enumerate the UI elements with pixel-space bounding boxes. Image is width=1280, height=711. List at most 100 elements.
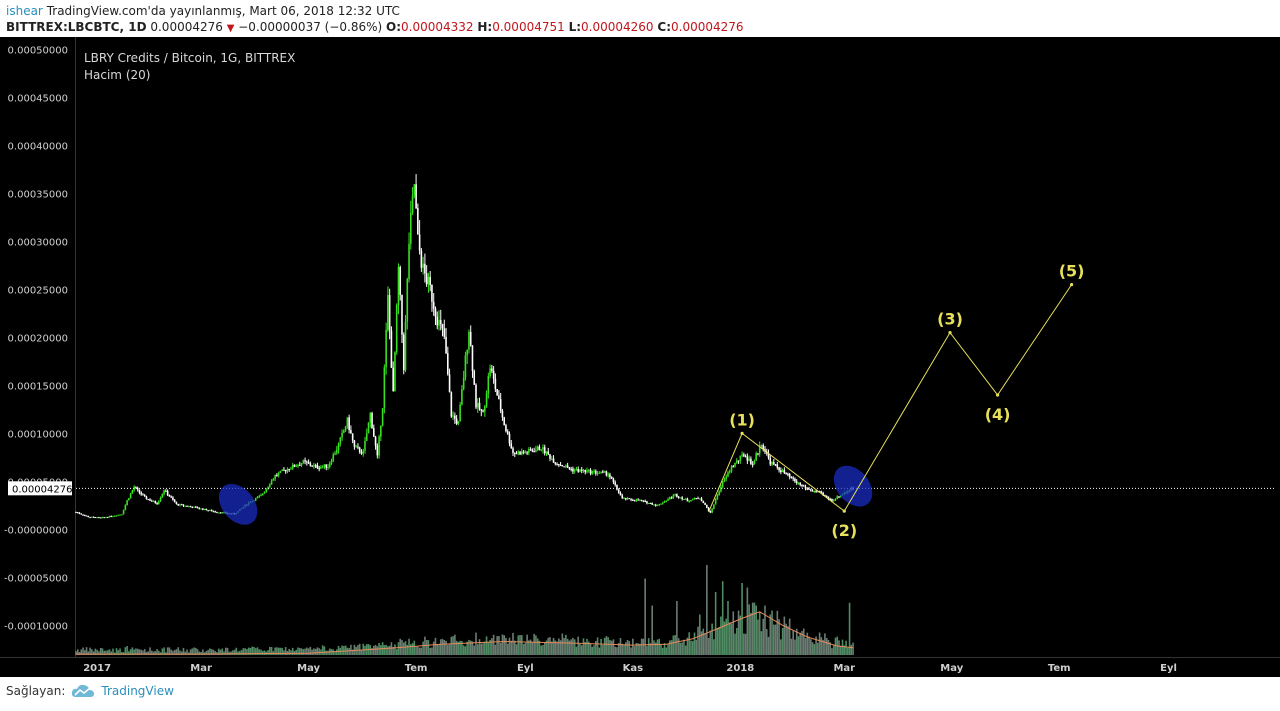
- volume-bar: [579, 643, 581, 655]
- volume-bar: [383, 645, 386, 655]
- volume-bar: [89, 647, 91, 655]
- candle-body: [279, 470, 282, 473]
- wave-point: [842, 509, 846, 513]
- candle-body: [293, 464, 296, 467]
- candle-body: [529, 449, 532, 451]
- volume-series: [75, 565, 854, 655]
- volume-bar: [92, 651, 95, 655]
- volume-bar: [810, 639, 812, 655]
- candle-body: [802, 485, 805, 487]
- volume-bar: [757, 619, 759, 655]
- candle-body: [135, 487, 137, 489]
- candle-body: [360, 452, 363, 454]
- volume-bar: [434, 637, 437, 655]
- candle-body: [277, 472, 280, 476]
- candle-body: [108, 516, 111, 518]
- wave-label: (3): [937, 310, 963, 329]
- volume-bar: [221, 648, 224, 655]
- volume-bar: [276, 647, 278, 655]
- volume-bar: [348, 647, 350, 655]
- volume-bar: [677, 638, 680, 655]
- volume-bar: [602, 644, 604, 655]
- volume-bar: [528, 640, 530, 655]
- candle-body: [744, 456, 747, 458]
- volume-bar: [235, 647, 238, 655]
- candle-body: [586, 470, 588, 473]
- volume-bar: [448, 644, 451, 655]
- volume-bar: [122, 652, 125, 655]
- candle-body: [684, 498, 687, 500]
- candle-body: [679, 497, 682, 499]
- tradingview-link[interactable]: TradingView: [71, 684, 174, 698]
- candle-body: [487, 376, 490, 394]
- volume-bar: [193, 647, 195, 655]
- candle-body: [311, 465, 313, 467]
- candle-body: [261, 493, 264, 496]
- candle-body: [670, 497, 673, 499]
- volume-bar: [411, 643, 414, 655]
- candle-body: [434, 308, 437, 317]
- volume-bar: [212, 649, 215, 655]
- volume-bar: [852, 642, 854, 655]
- volume-bar: [443, 640, 446, 655]
- candle-body: [427, 276, 430, 285]
- volume-bar: [364, 645, 366, 655]
- candle-body: [568, 467, 571, 469]
- candle-body: [106, 517, 109, 519]
- candle-body: [339, 437, 342, 444]
- candle-body: [647, 503, 650, 505]
- candle-body: [145, 496, 148, 500]
- volume-bar: [284, 647, 287, 655]
- volume-bar: [91, 649, 93, 655]
- volume-bar: [184, 651, 187, 655]
- volume-bar: [457, 641, 460, 655]
- candle-body: [822, 492, 824, 495]
- candle-body: [447, 353, 449, 375]
- highlight-ellipse: [833, 465, 873, 507]
- volume-bar: [780, 639, 782, 655]
- volume-bar: [462, 645, 465, 655]
- candle-body: [121, 514, 123, 516]
- volume-bar: [431, 647, 433, 655]
- volume-bar: [799, 632, 802, 655]
- volume-bar: [323, 646, 326, 655]
- volume-bar: [459, 640, 461, 655]
- volume-bar: [425, 639, 428, 655]
- candle-body: [399, 266, 402, 295]
- volume-bar: [464, 646, 467, 655]
- volume-bar: [302, 649, 305, 655]
- volume-bar: [415, 646, 417, 655]
- candle-body: [443, 328, 446, 337]
- volume-bar: [610, 640, 613, 655]
- volume-bar: [304, 648, 306, 655]
- candle-body: [413, 184, 416, 196]
- volume-bar: [709, 630, 712, 655]
- volume-bar: [372, 645, 375, 655]
- volume-bar: [515, 644, 518, 655]
- legend-indicator[interactable]: Hacim (20): [84, 68, 150, 82]
- volume-bar: [223, 651, 225, 655]
- volume-bar: [358, 643, 361, 655]
- author-link[interactable]: ishear: [6, 4, 43, 18]
- volume-bar: [399, 638, 402, 655]
- candle-body: [168, 495, 171, 497]
- volume-bar: [531, 642, 534, 655]
- volume-bar: [209, 648, 211, 655]
- candle-body: [690, 500, 692, 502]
- price-tag-box: [8, 481, 72, 496]
- candle-body: [355, 446, 357, 448]
- candle-body: [432, 301, 435, 309]
- candle-body: [210, 510, 213, 512]
- volume-bar: [688, 632, 691, 655]
- candle-body: [314, 465, 317, 467]
- volume-bar: [168, 647, 171, 655]
- volume-bar: [713, 639, 715, 655]
- candle-body: [260, 495, 262, 497]
- volume-bar: [792, 630, 794, 655]
- volume-bar: [341, 645, 343, 655]
- candle-body: [838, 496, 840, 498]
- volume-bar: [466, 641, 468, 655]
- volume-bar: [587, 641, 590, 655]
- price-chart[interactable]: (1) (2) (3) (4) (5) 0.00050000 0.00045000 0.00…: [0, 37, 1280, 677]
- candle-body: [351, 433, 354, 441]
